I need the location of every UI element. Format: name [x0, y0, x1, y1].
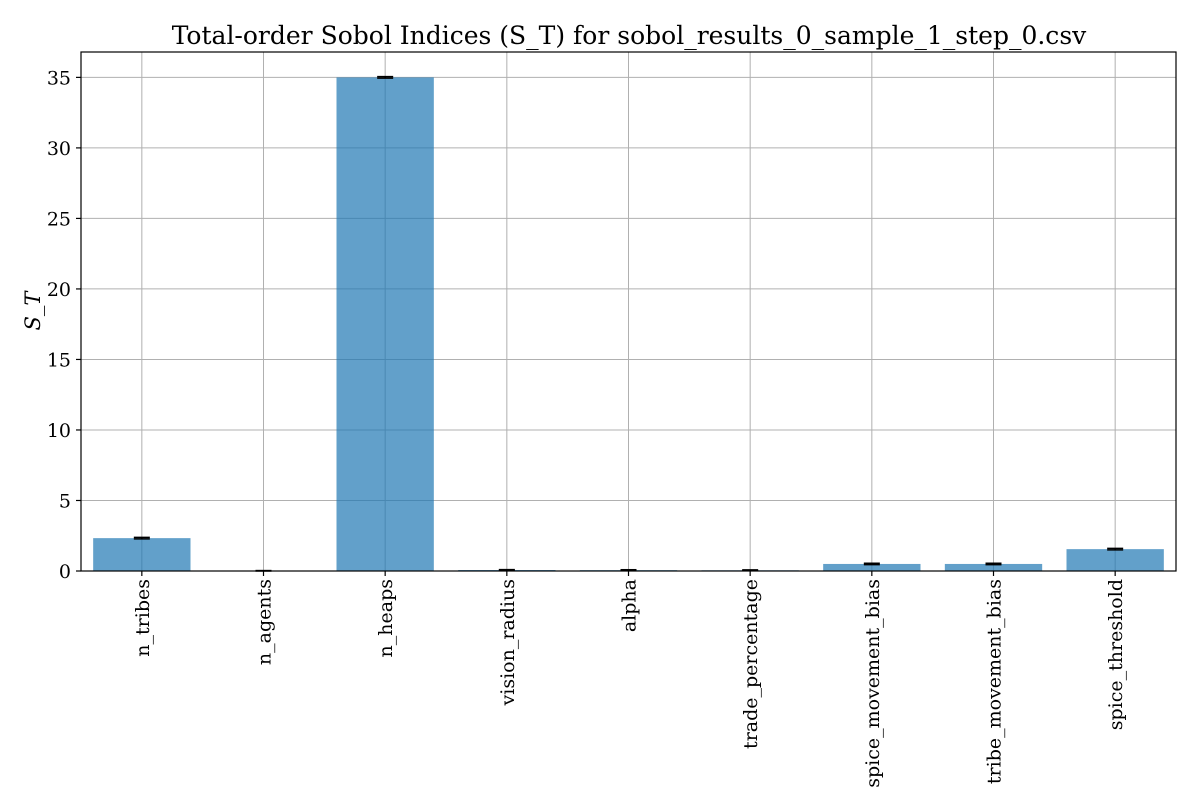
- x-tick-label: n_tribes: [132, 579, 154, 657]
- y-tick-label: 20: [47, 279, 71, 301]
- y-tick-label: 30: [47, 138, 71, 160]
- x-tick-label: spice_movement_bias: [862, 579, 884, 788]
- x-tick-label: spice_threshold: [1105, 579, 1127, 730]
- chart-title: Total-order Sobol Indices (S_T) for sobo…: [172, 21, 1087, 50]
- bar-spice-threshold: [1066, 549, 1164, 571]
- x-tick-label: alpha: [619, 579, 641, 632]
- y-tick-label: 15: [47, 349, 71, 371]
- x-tick-label: trade_percentage: [740, 579, 762, 749]
- bars: [93, 75, 1164, 572]
- bar-n-heaps: [336, 77, 434, 572]
- y-tick-label: 25: [47, 208, 71, 230]
- ticks: 0 5 10 15 20 25 30 35 n_tribes n_agents n_heaps vis…: [47, 67, 1127, 787]
- bar-n-tribes: [93, 538, 191, 571]
- x-tick-label: vision_radius: [497, 579, 519, 706]
- y-tick-label: 35: [47, 67, 71, 89]
- x-tick-label: n_heaps: [375, 579, 397, 657]
- x-tick-label: n_agents: [254, 579, 276, 665]
- y-tick-label: 10: [47, 420, 71, 442]
- y-tick-label: 0: [59, 561, 71, 583]
- y-tick-label: 5: [59, 490, 71, 512]
- bar-tribe-movement-bias: [944, 563, 1043, 571]
- grid: [81, 52, 1176, 572]
- x-tick-label: tribe_movement_bias: [984, 579, 1006, 784]
- bar-spice-movement-bias: [823, 563, 921, 571]
- y-axis-label: S_T: [21, 290, 45, 331]
